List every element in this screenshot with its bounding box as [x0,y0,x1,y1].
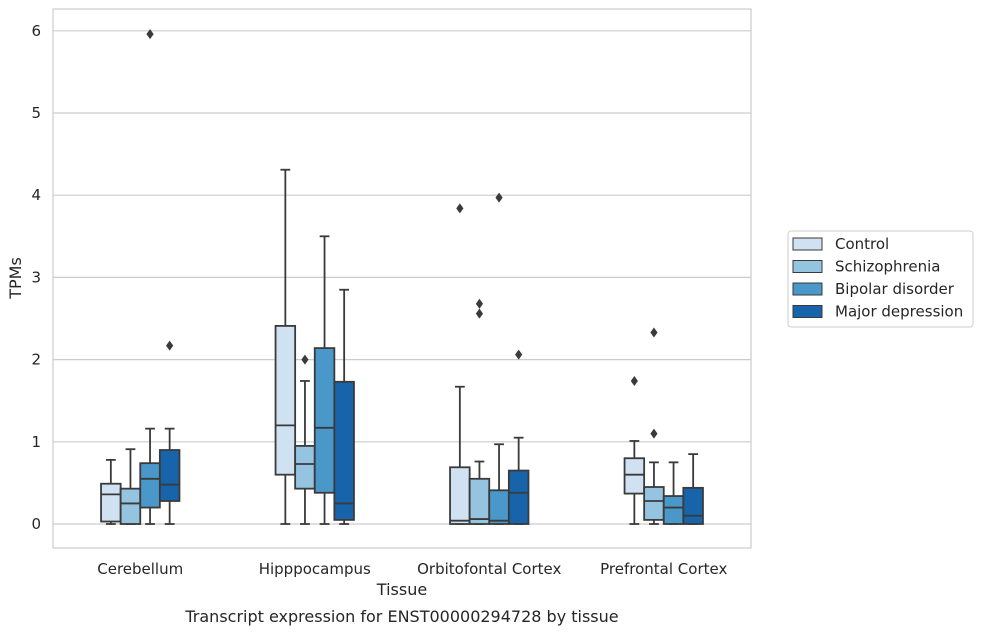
iqr-box [643,486,665,521]
box-major-depression-orbitofontal-cortex [507,349,530,525]
legend-label: Control [835,235,889,253]
y-tick-label: 1 [31,433,41,451]
outlier-point [456,203,464,214]
legend-swatch [792,237,823,251]
iqr-box [468,477,491,525]
box-control-orbitofontal-cortex [449,203,471,525]
legend-label: Major depression [835,303,963,321]
box-control-cerebellum [100,458,122,525]
legend-item-schizophrenia: Schizophrenia [792,258,940,276]
x-tick-label: Prefrontal Cortex [600,560,727,578]
iqr-box [623,457,646,495]
iqr-box [507,469,530,525]
iqr-box [333,380,355,521]
x-tick-label: Cerebellum [97,560,183,578]
x-tick-labels: Cerebellum Hipppocampus Orbitofontal Corte… [97,560,727,578]
box-control-hipppocampus [274,168,297,525]
legend-item-control: Control [792,235,889,253]
iqr-box [488,489,510,525]
y-tick-label: 0 [31,515,41,533]
iqr-box [294,445,316,490]
y-axis-label: TPMs [6,257,25,300]
iqr-box [662,495,685,525]
x-tick-label: Orbitofontal Cortex [417,560,561,578]
box-bipolar-disorder-prefrontal-cortex [662,461,685,525]
plot-frame [52,8,752,549]
iqr-box [100,482,122,523]
x-tick-label: Hipppocampus [259,560,371,578]
iqr-box [119,487,142,525]
iqr-box [313,347,336,494]
y-tick-label: 2 [31,351,41,369]
box-schizophrenia-prefrontal-cortex [643,327,665,525]
box-major-depression-cerebellum [158,340,181,525]
iqr-box [682,486,704,525]
outlier-point [475,298,484,309]
outlier-point [475,308,484,319]
iqr-box [274,324,297,476]
box-bipolar-disorder-hipppocampus [313,235,336,525]
gridlines [53,30,751,525]
iqr-box [158,449,181,502]
legend-label: Schizophrenia [835,258,940,276]
outlier-point [630,375,638,386]
plot-series [100,29,704,525]
series-bipolar-disorder [139,29,685,525]
outlier-point [166,340,174,351]
legend-item-major-depression: Major depression [792,303,963,321]
box-schizophrenia-hipppocampus [294,354,316,525]
legend-label: Bipolar disorder [835,280,955,298]
outlier-point [650,327,658,338]
series-major-depression [158,288,704,525]
iqr-box [449,466,471,525]
box-schizophrenia-orbitofontal-cortex [468,298,491,525]
series-control [100,168,646,525]
y-tick-label: 3 [31,268,41,286]
outlier-point [146,29,154,40]
x-axis-label: Tissue [376,580,427,599]
series-schizophrenia [119,298,665,525]
box-schizophrenia-cerebellum [119,448,142,525]
box-major-depression-hipppocampus [333,288,355,525]
box-control-prefrontal-cortex [623,375,646,525]
legend-swatch [792,305,823,318]
box-major-depression-prefrontal-cortex [682,453,704,525]
box-bipolar-disorder-cerebellum [139,29,161,525]
outlier-point [301,354,309,365]
box-bipolar-disorder-orbitofontal-cortex [488,192,510,525]
legend-swatch [792,260,823,273]
outlier-point [495,192,503,203]
y-tick-labels: 0 1 2 3 4 5 6 [31,22,41,533]
chart-caption: Transcript expression for ENST0000029472… [184,607,618,626]
legend-frame [787,230,974,328]
outlier-point [515,349,523,360]
legend-item-bipolar-disorder: Bipolar disorder [792,280,955,298]
legend-swatch [792,282,823,296]
y-tick-label: 4 [31,186,41,204]
y-tick-label: 6 [31,22,41,40]
legend: Control Schizophrenia Bipolar disorder Majo… [787,230,974,328]
y-tick-label: 5 [31,104,41,122]
outlier-point [650,428,658,439]
iqr-box [139,462,161,509]
